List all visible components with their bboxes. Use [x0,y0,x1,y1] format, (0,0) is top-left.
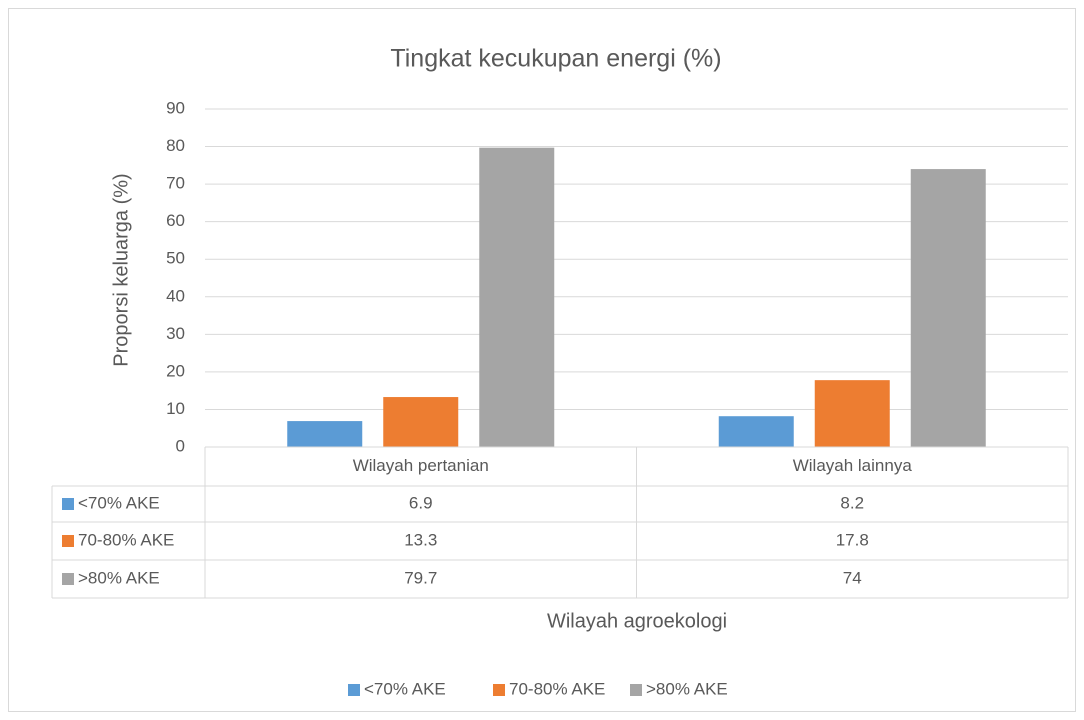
y-tick-label: 30 [166,324,185,343]
y-tick-label: 60 [166,211,185,230]
y-tick-label: 50 [166,249,185,268]
bar [479,147,555,447]
bar [718,416,794,447]
y-tick-label: 90 [166,98,185,117]
y-tick-label: 20 [166,361,185,380]
legend-key [493,684,505,696]
x-tick-label: Wilayah pertanian [353,456,489,475]
bar [910,169,986,448]
legend-label: <70% AKE [364,679,446,698]
legend-key [630,684,642,696]
bar [814,380,890,447]
y-tick-label: 10 [166,399,185,418]
table-value: 8.2 [840,493,864,512]
y-tick-label: 70 [166,174,185,193]
y-tick-label: 80 [166,136,185,155]
bar [287,421,363,447]
y-tick-label: 40 [166,286,185,305]
table-value: 13.3 [404,530,437,549]
table-value: 17.8 [836,530,869,549]
legend-key [348,684,360,696]
chart-title: Tingkat kecukupan energi (%) [390,45,721,73]
table-row-label: <70% AKE [78,493,160,512]
x-tick-label: Wilayah lainnya [793,456,913,475]
table-value: 6.9 [409,493,433,512]
table-value: 79.7 [404,568,437,587]
table-legend-key [62,573,74,585]
y-axis-label: Proporsi keluarga (%) [110,173,132,366]
table-legend-key [62,535,74,547]
x-axis-label: Wilayah agroekologi [547,610,727,632]
table-row-label: >80% AKE [78,568,160,587]
legend-label: 70-80% AKE [509,679,605,698]
y-tick-label: 0 [176,436,185,455]
table-legend-key [62,498,74,510]
table-value: 74 [843,568,862,587]
legend-label: >80% AKE [646,679,728,698]
table-row-label: 70-80% AKE [78,530,174,549]
bar [383,397,459,447]
